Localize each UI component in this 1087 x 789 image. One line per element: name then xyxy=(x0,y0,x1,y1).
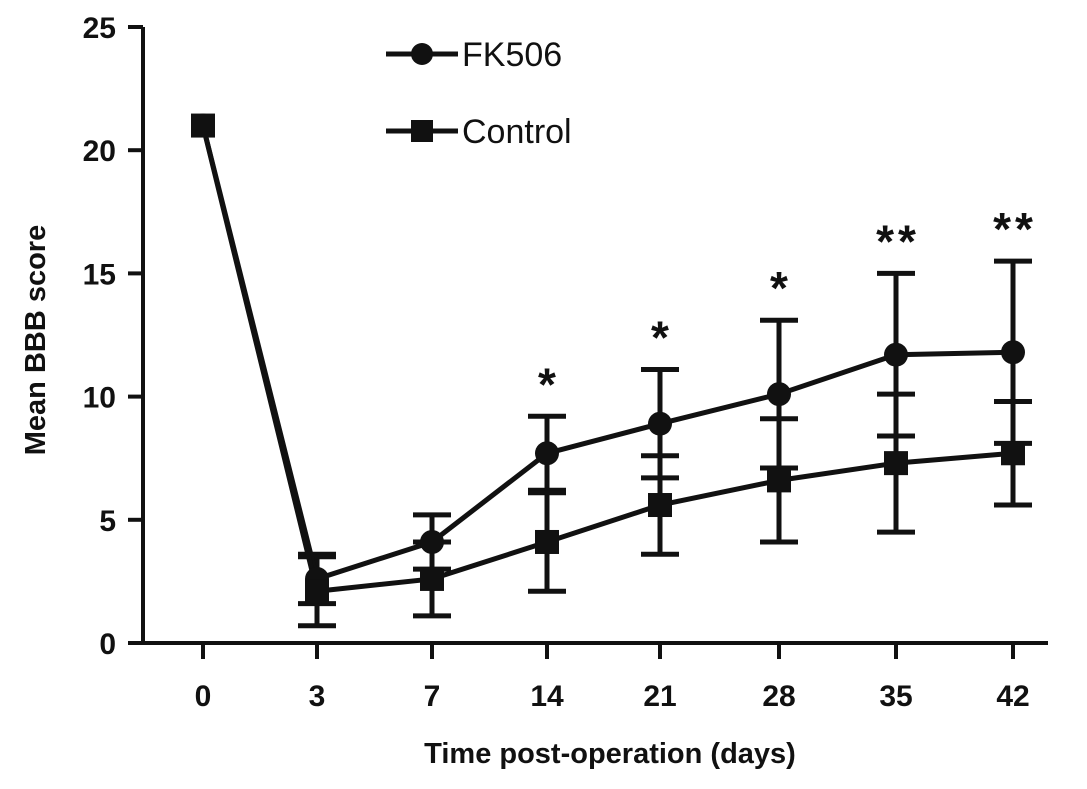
x-tick-label-35: 35 xyxy=(879,680,912,713)
control-point-0 xyxy=(191,113,215,138)
series-lines xyxy=(200,124,1014,594)
x-tick-label-7: 7 xyxy=(424,680,441,713)
y-tick-label-5: 5 xyxy=(99,505,116,538)
x-tick-label-28: 28 xyxy=(762,680,795,713)
y-axis: 0 5 10 15 20 25 xyxy=(83,12,145,661)
y-tick-label-25: 25 xyxy=(83,12,116,45)
control-point-42 xyxy=(1001,441,1025,466)
fk506-point-7 xyxy=(420,529,444,554)
y-axis-label: Mean BBB score xyxy=(20,225,52,455)
fk506-point-14 xyxy=(535,441,559,466)
x-tick-label-3: 3 xyxy=(309,680,326,713)
x-axis: 0 3 7 14 21 28 35 42 xyxy=(141,641,1048,713)
fk506-point-28 xyxy=(767,382,791,407)
y-tick-label-20: 20 xyxy=(83,135,116,168)
significance-marker-28: * xyxy=(770,262,792,314)
fk506-point-21 xyxy=(648,411,672,436)
legend-control-label: Control xyxy=(462,113,572,151)
y-tick-label-10: 10 xyxy=(83,382,116,415)
fk506-point-42 xyxy=(1001,340,1025,365)
legend-control-marker xyxy=(411,120,433,142)
control-point-21 xyxy=(648,493,672,518)
control-line xyxy=(200,124,1014,594)
control-point-7 xyxy=(420,566,444,591)
fk506-line xyxy=(200,124,1014,583)
control-point-3 xyxy=(305,579,329,604)
x-tick-label-14: 14 xyxy=(530,680,564,713)
error-bars xyxy=(298,258,1032,629)
control-point-35 xyxy=(884,451,908,476)
legend: FK506 Control xyxy=(386,36,572,151)
legend-item-control: Control xyxy=(386,113,572,151)
control-point-28 xyxy=(767,468,791,493)
x-axis-label: Time post-operation (days) xyxy=(424,738,796,770)
legend-fk506-marker xyxy=(411,43,433,65)
x-tick-label-42: 42 xyxy=(996,680,1029,713)
x-tick-label-0: 0 xyxy=(195,680,212,713)
legend-fk506-label: FK506 xyxy=(462,36,562,74)
control-point-14 xyxy=(535,529,559,554)
y-tick-label-15: 15 xyxy=(83,258,116,291)
series-markers xyxy=(191,113,1025,604)
significance-annotations: ***** ** xyxy=(538,203,1037,410)
significance-marker-21: * xyxy=(651,311,673,363)
legend-item-fk506: FK506 xyxy=(386,36,562,74)
x-tick-label-21: 21 xyxy=(643,680,676,713)
significance-marker-14: * xyxy=(538,358,560,410)
fk506-point-35 xyxy=(884,342,908,367)
significance-marker-35: ** xyxy=(876,215,920,267)
y-tick-label-0: 0 xyxy=(99,628,116,661)
significance-marker-42: ** xyxy=(993,203,1037,255)
